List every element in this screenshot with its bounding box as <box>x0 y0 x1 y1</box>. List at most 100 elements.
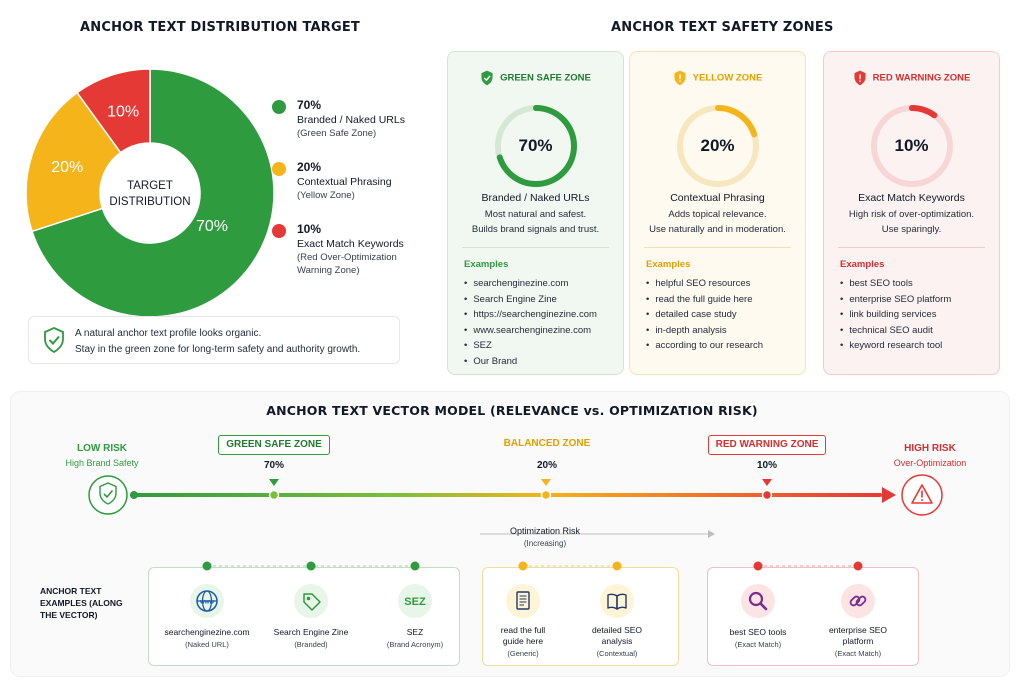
examples-heading: Examples <box>840 259 885 270</box>
legend-pct: 70% <box>297 98 322 112</box>
zone-progress-ring <box>871 105 953 187</box>
zone-progress-fill <box>495 105 577 187</box>
risk-axis-label: Optimization Risk <box>509 526 581 536</box>
zone-name: Exact Match Keywords <box>858 192 965 204</box>
list-item: best SEO tools <box>840 276 951 292</box>
list-item: Search Engine Zine <box>464 292 597 308</box>
example-name: read the full <box>500 625 546 635</box>
svg-text:www: www <box>199 600 214 606</box>
list-item: technical SEO audit <box>840 323 951 339</box>
legend-label: Contextual Phrasing <box>297 176 392 188</box>
distribution-donut-chart: TARGET DISTRIBUTION 70% 20% 10% <box>25 68 275 318</box>
high-risk-label: HIGH RISK <box>904 443 956 454</box>
zone-percent: 70% <box>518 136 553 155</box>
divider <box>644 247 791 248</box>
risk-gradient-bar <box>130 493 882 497</box>
risk-axis-sub: (Increasing) <box>523 539 567 548</box>
list-item: link building services <box>840 307 951 323</box>
legend-pct: 10% <box>297 222 322 236</box>
examples-heading: Examples <box>646 259 691 270</box>
examples-list: searchenginezine.com Search Engine Zine … <box>464 276 597 369</box>
zone-description: Builds brand signals and trust. <box>471 224 600 235</box>
legend-sub: (Yellow Zone) <box>297 190 355 201</box>
red-marker-icon <box>762 479 772 486</box>
list-item: searchenginezine.com <box>464 276 597 292</box>
example-name: SEZ <box>406 627 424 637</box>
example-name: searchenginezine.com <box>164 627 250 637</box>
legend-dot-red <box>272 224 286 238</box>
donut-slice-label: 70% <box>196 218 228 235</box>
risk-vector <box>88 474 943 538</box>
tip-box: A natural anchor text profile looks orga… <box>28 316 400 364</box>
zone-description: Use sparingly. <box>881 224 942 235</box>
zone-card-green: GREEN SAFE ZONE 70% Branded / Naked URLs… <box>447 51 624 375</box>
legend-sub: (Green Safe Zone) <box>297 128 377 139</box>
red-zone-tag: RED WARNING ZONE <box>708 435 826 455</box>
examples-heading: Examples <box>464 259 509 270</box>
divider <box>462 247 609 248</box>
example-type: (Exact Match) <box>834 649 882 658</box>
zone-header: GREEN SAFE ZONE <box>500 72 591 84</box>
donut-center-line2: DISTRIBUTION <box>109 196 190 208</box>
example-name: Search Engine Zine <box>273 627 349 637</box>
zone-progress-fill <box>871 105 953 187</box>
legend-sub: Warning Zone) <box>297 265 360 276</box>
tip-line1: A natural anchor text profile looks orga… <box>75 328 262 339</box>
donut-hole <box>100 143 200 243</box>
vector-title: ANCHOR TEXT VECTOR MODEL (RELEVANCE vs. … <box>266 403 758 418</box>
legend-dot-yellow <box>272 162 286 176</box>
example-type: (Generic) <box>507 649 539 658</box>
high-risk-sub: Over-Optimization <box>893 458 967 468</box>
zone-percent: 10% <box>894 136 929 155</box>
list-item: https://searchenginezine.com <box>464 307 597 323</box>
examples-list: best SEO tools enterprise SEO platform l… <box>840 276 951 354</box>
list-item: Our Brand <box>464 354 597 370</box>
legend-pct: 20% <box>297 160 322 174</box>
list-item: enterprise SEO platform <box>840 292 951 308</box>
red-examples-box <box>707 567 919 666</box>
list-item: www.searchenginezine.com <box>464 323 597 339</box>
green-zone-pct: 70% <box>263 460 284 471</box>
document-icon <box>506 584 540 618</box>
zone-progress-fill <box>677 105 759 187</box>
list-item: in-depth analysis <box>646 323 763 339</box>
low-risk-sub: High Brand Safety <box>65 458 139 468</box>
example-name: enterprise SEO <box>828 625 888 635</box>
zone-description: Most natural and safest. <box>484 209 587 220</box>
legend-label: Branded / Naked URLs <box>297 114 405 126</box>
zone-description: Adds topical relevance. <box>668 209 767 220</box>
magnifier-icon <box>741 584 775 618</box>
balanced-zone-tag: BALANCED ZONE <box>503 438 591 449</box>
tip-line2: Stay in the green zone for long-term saf… <box>75 344 361 355</box>
zone-progress-ring <box>495 105 577 187</box>
example-name: analysis <box>601 636 633 646</box>
example-type: (Naked URL) <box>185 640 229 649</box>
example-name: detailed SEO <box>591 625 643 635</box>
donut-center-line1: TARGET <box>127 180 173 192</box>
book-icon <box>600 584 634 618</box>
list-item: helpful SEO resources <box>646 276 763 292</box>
yellow-examples-box <box>482 567 679 666</box>
list-item: read the full guide here <box>646 292 763 308</box>
red-zone-pct: 10% <box>756 460 777 471</box>
examples-along-vector-label: ANCHOR TEXT EXAMPLES (ALONG THE VECTOR) <box>40 586 123 620</box>
globe-icon: www <box>190 584 224 618</box>
examples-list: helpful SEO resources read the full guid… <box>646 276 763 354</box>
shield-check-icon <box>481 70 493 86</box>
zone-header: YELLOW ZONE <box>692 72 763 84</box>
zone-card-red: RED WARNING ZONE 10% Exact Match Keyword… <box>823 51 1000 375</box>
zones-title: ANCHOR TEXT SAFETY ZONES <box>611 20 834 35</box>
donut-slice-label: 10% <box>107 103 139 120</box>
zone-name: Branded / Naked URLs <box>481 192 590 204</box>
shield-alert-icon <box>854 70 866 86</box>
green-marker-icon <box>269 479 279 486</box>
divider <box>838 247 985 248</box>
list-item: according to our research <box>646 338 763 354</box>
example-type: (Brand Acronym) <box>386 640 444 649</box>
zone-name: Contextual Phrasing <box>670 192 765 204</box>
example-name: guide here <box>502 636 544 646</box>
zone-card-yellow: YELLOW ZONE 20% Contextual Phrasing Adds… <box>629 51 806 375</box>
tag-icon <box>294 584 328 618</box>
green-zone-tag: GREEN SAFE ZONE <box>218 435 330 455</box>
zone-progress-ring <box>677 105 759 187</box>
